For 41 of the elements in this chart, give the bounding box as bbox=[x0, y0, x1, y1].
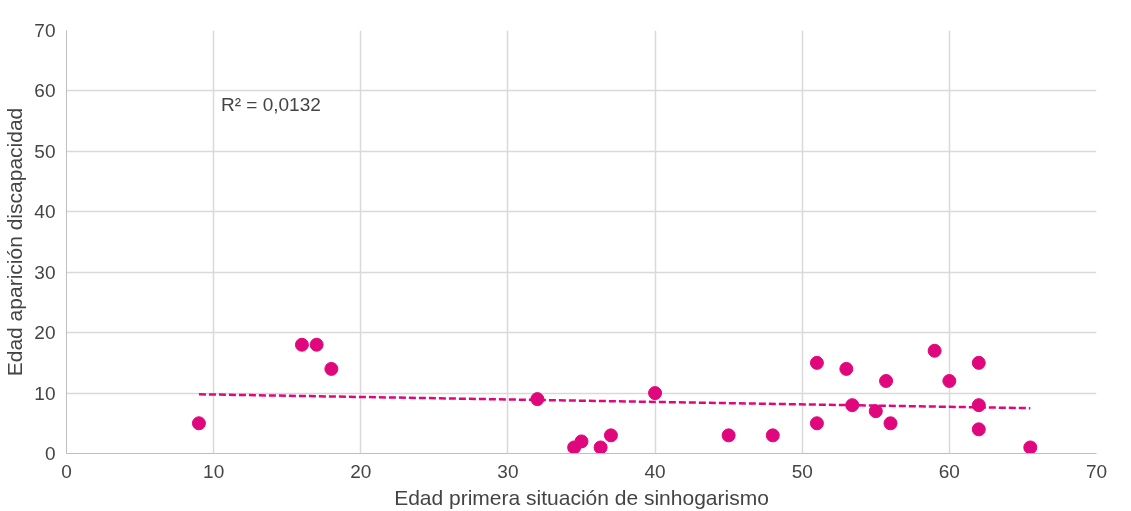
point bbox=[809, 416, 824, 431]
point bbox=[845, 398, 860, 413]
point bbox=[839, 361, 854, 376]
point bbox=[971, 355, 986, 370]
y-tick-label: 0 bbox=[44, 443, 56, 464]
point bbox=[721, 428, 736, 443]
x-tick-label: 0 bbox=[61, 460, 72, 482]
point bbox=[593, 440, 608, 454]
x-tick-label: 70 bbox=[1085, 460, 1108, 482]
point bbox=[1023, 440, 1038, 454]
point bbox=[883, 416, 898, 431]
y-tick-label: 60 bbox=[34, 80, 56, 102]
y-axis-title: Edad aparición discapacidad bbox=[3, 107, 27, 377]
point bbox=[324, 361, 339, 376]
point bbox=[648, 386, 663, 401]
point bbox=[574, 434, 589, 449]
point bbox=[309, 337, 324, 352]
y-tick-label: 40 bbox=[34, 201, 56, 223]
annotation: R² = 0,0132 bbox=[221, 94, 321, 116]
y-tick-label: 30 bbox=[34, 261, 56, 283]
point bbox=[971, 422, 986, 437]
y-tick-label: 50 bbox=[34, 140, 56, 162]
x-tick-label: 30 bbox=[497, 460, 519, 482]
x-axis-title: Edad primera situación de sinhogarismo bbox=[394, 485, 769, 509]
point bbox=[927, 343, 942, 358]
x-tick-label: 40 bbox=[644, 460, 666, 482]
point bbox=[868, 404, 883, 419]
point bbox=[765, 428, 780, 443]
point bbox=[294, 337, 309, 352]
point bbox=[191, 416, 206, 431]
point bbox=[809, 355, 824, 370]
x-tick-label: 50 bbox=[791, 460, 813, 482]
y-tick-label: 20 bbox=[34, 322, 56, 344]
x-tick-label: 10 bbox=[203, 460, 225, 482]
y-tick-label: 10 bbox=[34, 382, 56, 404]
x-tick-label: 60 bbox=[938, 460, 960, 482]
point bbox=[879, 374, 894, 388]
y-tick-label: 70 bbox=[34, 20, 56, 41]
point bbox=[603, 428, 618, 443]
x-tick-label: 20 bbox=[350, 460, 372, 482]
point bbox=[942, 374, 957, 388]
